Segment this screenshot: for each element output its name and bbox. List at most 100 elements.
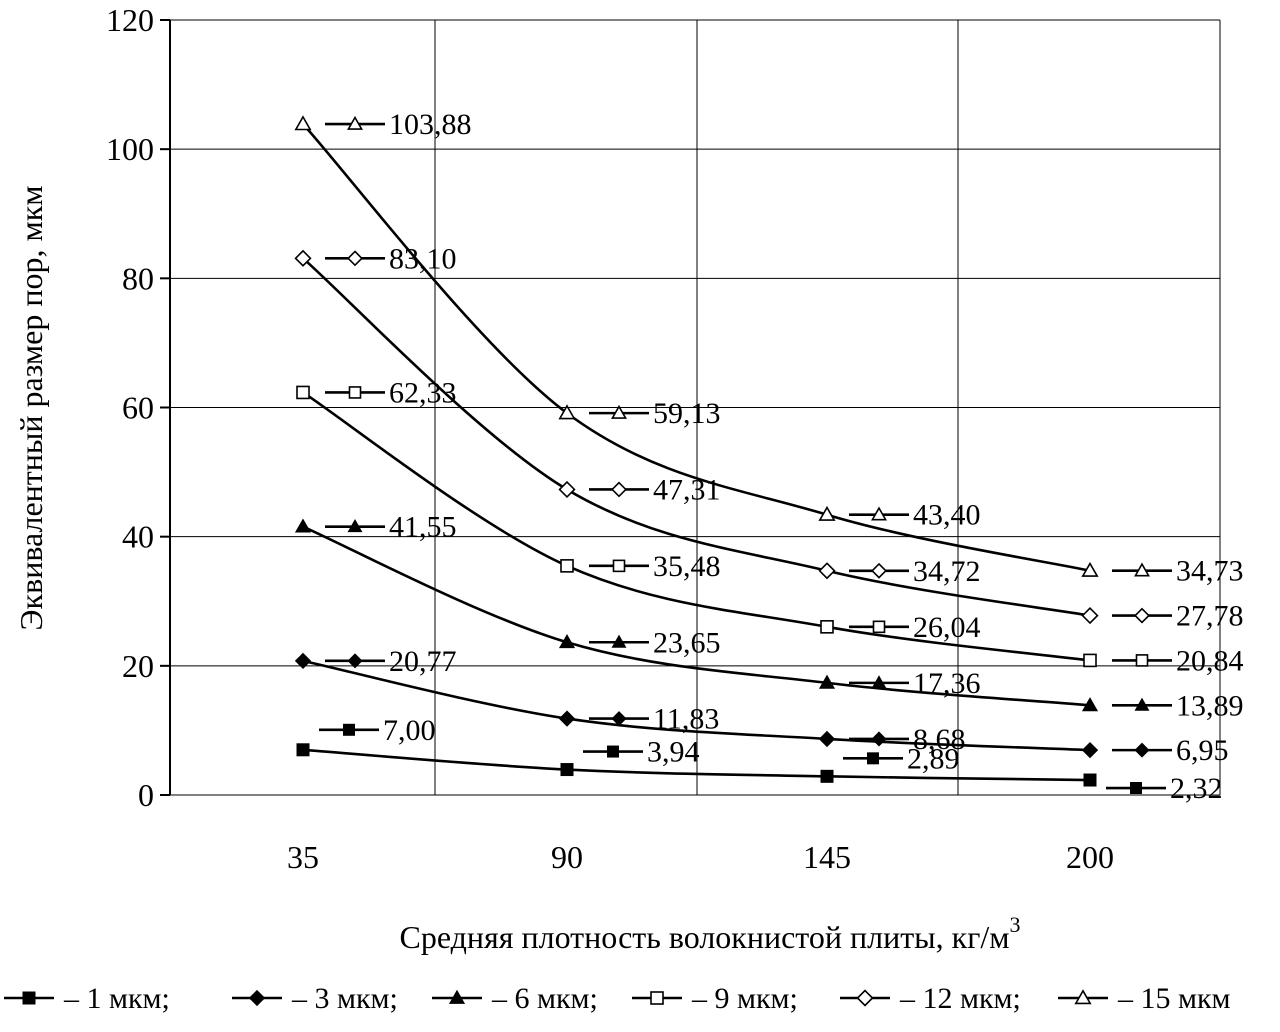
legend-key-marker bbox=[856, 989, 874, 1007]
data-label-text: 13,89 bbox=[1176, 689, 1244, 722]
legend-key-marker bbox=[448, 989, 466, 1004]
y-tick-label-0: 0 bbox=[138, 777, 154, 813]
data-label-text: 20,84 bbox=[1176, 644, 1244, 677]
point-s1-0 bbox=[294, 652, 312, 670]
data-label-s5-1: 59,13 bbox=[589, 397, 721, 430]
point-s4-1 bbox=[558, 480, 576, 499]
data-label-s5-3: 34,73 bbox=[1112, 555, 1244, 588]
data-label-s3-1: 35,48 bbox=[589, 550, 721, 583]
y-tick-label-2: 40 bbox=[122, 519, 154, 555]
data-label-key-marker bbox=[871, 506, 887, 521]
legend-label: – 15 мкм bbox=[1117, 982, 1231, 1015]
data-label-key-marker bbox=[612, 559, 626, 573]
data-label-s2-1: 23,65 bbox=[589, 626, 721, 659]
data-label-text: 35,48 bbox=[653, 550, 721, 583]
data-label-text: 17,36 bbox=[913, 667, 981, 700]
point-s0-1 bbox=[560, 763, 574, 777]
point-s4-2 bbox=[818, 562, 836, 580]
data-label-s4-1: 47,31 bbox=[589, 473, 721, 506]
data-label-key-marker bbox=[1130, 782, 1142, 795]
data-label-key-marker bbox=[347, 250, 363, 267]
data-label-s4-2: 34,72 bbox=[849, 555, 981, 588]
data-label-s3-2: 26,04 bbox=[849, 611, 981, 644]
legend: – 1 мкм; – 3 мкм; – 6 мкм; – 9 мкм; – 12 мкм… bbox=[4, 982, 1231, 1015]
legend-label: – 1 мкм; bbox=[63, 982, 170, 1015]
y-tick-label-5: 100 bbox=[106, 131, 154, 167]
data-label-s4-0: 83,10 bbox=[325, 242, 457, 275]
point-s3-3 bbox=[1083, 653, 1097, 668]
legend-label: – 6 мкм; bbox=[491, 982, 598, 1015]
data-label-s2-0: 41,55 bbox=[325, 511, 457, 544]
series-line-5 bbox=[302, 123, 1091, 572]
point-s2-3 bbox=[1081, 697, 1099, 712]
data-label-key-marker bbox=[611, 711, 627, 727]
data-label-key-marker bbox=[871, 675, 887, 689]
data-label-s2-3: 13,89 bbox=[1112, 689, 1244, 722]
x-tick-label-1: 90 bbox=[551, 839, 583, 875]
series-line-0 bbox=[302, 748, 1091, 782]
legend-key-marker bbox=[1074, 989, 1092, 1005]
point-s3-0 bbox=[296, 385, 310, 400]
data-label-s3-0: 62,33 bbox=[325, 376, 457, 409]
y-axis-ticks: 0 20 40 60 80 100 120 bbox=[106, 2, 154, 813]
data-label-text: 41,55 bbox=[389, 511, 457, 544]
data-label-key-marker bbox=[347, 519, 363, 533]
data-labels: 7,00 3,94 2,89 2,32 20,77 11,83 8,68 6,95 41,55 2… bbox=[319, 108, 1244, 805]
data-label-key-marker bbox=[871, 562, 887, 579]
data-label-text: 2,32 bbox=[1170, 772, 1223, 805]
series-lines bbox=[302, 123, 1091, 782]
data-label-s0-1: 3,94 bbox=[583, 736, 700, 769]
point-s5-2 bbox=[818, 505, 836, 521]
data-label-text: 34,72 bbox=[913, 555, 981, 588]
y-tick-label-3: 60 bbox=[122, 390, 154, 426]
x-axis-title: Средняя плотность волокнистой плиты, кг/… bbox=[400, 912, 1021, 955]
series-line-1 bbox=[302, 659, 1091, 752]
legend-item-2: – 6 мкм; bbox=[432, 982, 598, 1015]
data-label-key-marker bbox=[611, 481, 627, 498]
data-label-s1-3: 6,95 bbox=[1112, 734, 1229, 767]
data-label-text: 23,65 bbox=[653, 626, 721, 659]
series-line-4 bbox=[302, 257, 1091, 617]
data-label-s0-3: 2,32 bbox=[1106, 772, 1223, 805]
data-label-text: 59,13 bbox=[653, 397, 721, 430]
data-label-key-marker bbox=[347, 115, 363, 130]
data-label-key-marker bbox=[1134, 607, 1150, 624]
data-label-key-marker bbox=[607, 745, 619, 758]
legend-key-marker bbox=[650, 991, 664, 1005]
data-label-text: 6,95 bbox=[1176, 734, 1229, 767]
legend-item-4: – 12 мкм; bbox=[840, 982, 1021, 1015]
data-label-s2-2: 17,36 bbox=[849, 667, 981, 700]
legend-item-3: – 9 мкм; bbox=[632, 982, 798, 1015]
grid bbox=[160, 19, 1221, 796]
x-tick-label-2: 145 bbox=[803, 839, 851, 875]
point-s1-1 bbox=[558, 710, 576, 727]
data-label-s0-0: 7,00 bbox=[319, 714, 436, 747]
data-label-s4-3: 27,78 bbox=[1112, 600, 1244, 633]
point-s1-3 bbox=[1081, 741, 1099, 759]
data-label-key-marker bbox=[348, 386, 362, 399]
data-label-text: 83,10 bbox=[389, 242, 457, 275]
data-label-text: 26,04 bbox=[913, 611, 981, 644]
point-s5-0 bbox=[294, 115, 312, 131]
point-s5-3 bbox=[1081, 561, 1099, 577]
y-axis-title: Эквивалентный размер пор, мкм bbox=[13, 185, 49, 630]
data-label-text: 34,73 bbox=[1176, 555, 1244, 588]
data-label-text: 11,83 bbox=[653, 703, 719, 736]
legend-item-5: – 15 мкм bbox=[1058, 982, 1231, 1015]
data-label-s0-2: 2,89 bbox=[843, 742, 960, 775]
data-label-key-marker bbox=[343, 723, 355, 736]
data-label-key-marker bbox=[347, 653, 363, 669]
point-s2-1 bbox=[558, 634, 576, 649]
legend-label: – 3 мкм; bbox=[291, 982, 398, 1015]
point-s4-3 bbox=[1081, 607, 1099, 625]
x-axis-title-superscript: 3 bbox=[1009, 912, 1020, 937]
data-label-text: 43,40 bbox=[913, 499, 981, 532]
data-label-s1-2: 8,68 bbox=[849, 723, 966, 756]
point-s0-2 bbox=[820, 769, 834, 783]
point-s2-0 bbox=[294, 518, 312, 533]
series-markers bbox=[294, 115, 1099, 787]
data-label-key-marker bbox=[872, 620, 886, 634]
data-label-key-marker bbox=[871, 731, 887, 747]
point-s4-0 bbox=[294, 249, 312, 267]
